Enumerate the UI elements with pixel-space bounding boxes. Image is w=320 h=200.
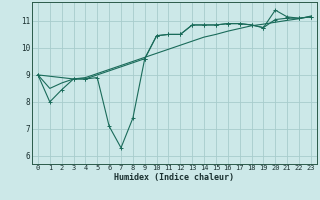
X-axis label: Humidex (Indice chaleur): Humidex (Indice chaleur) <box>115 173 234 182</box>
